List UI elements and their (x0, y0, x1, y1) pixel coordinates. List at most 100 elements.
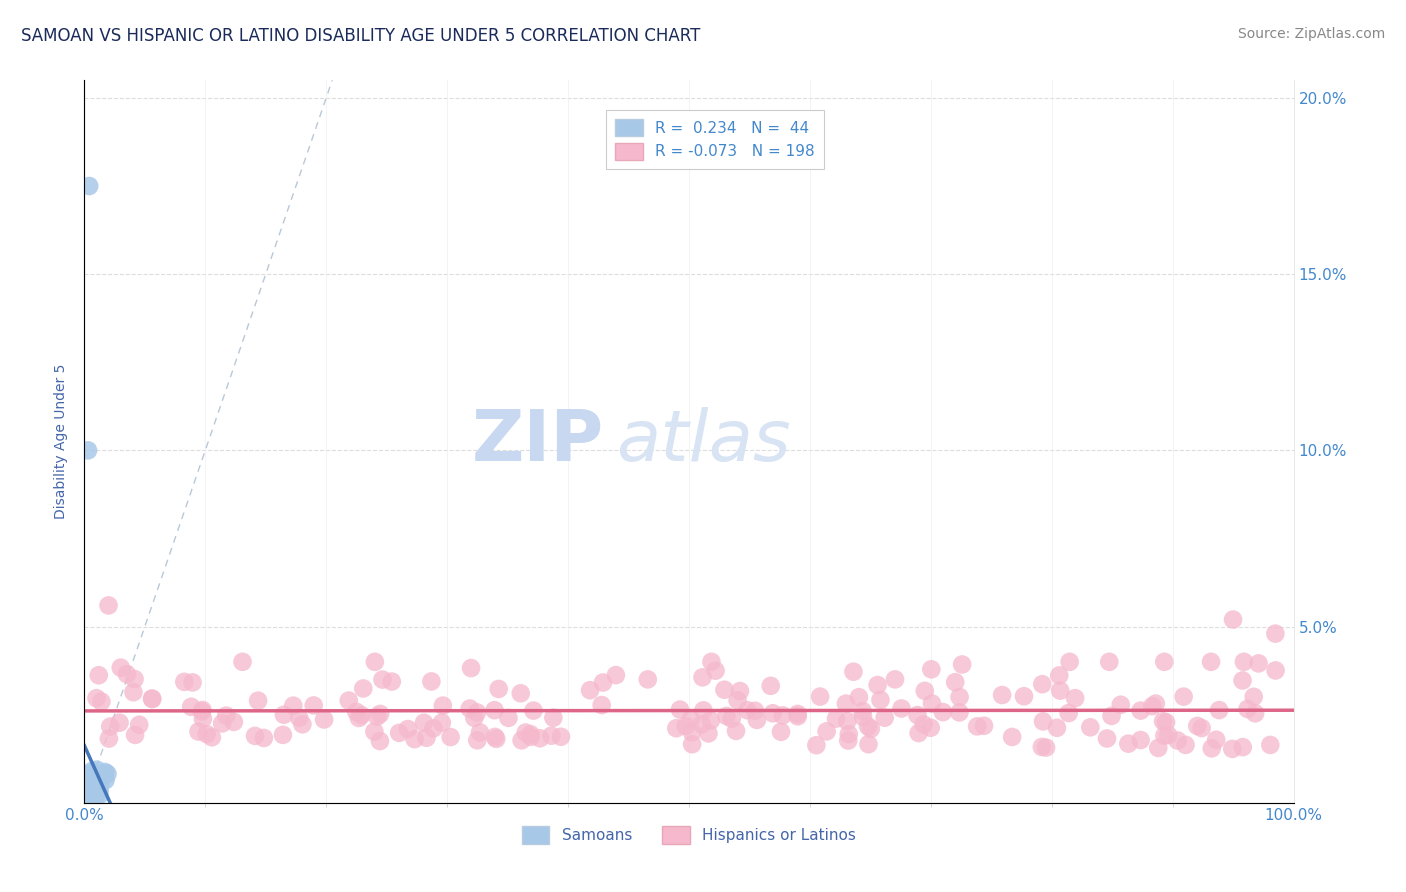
Point (637, 673, 659, 687)
Legend: Samoans, Hispanics or Latinos: Samoans, Hispanics or Latinos (513, 817, 865, 853)
Point (363, 724, 385, 739)
Point (716, 709, 738, 723)
Y-axis label: Disability Age Under 5: Disability Age Under 5 (55, 364, 69, 519)
Point (1035, 740, 1057, 755)
Point (465, 733, 488, 747)
Point (76, 793, 98, 807)
Point (108, 715, 131, 730)
Point (222, 714, 245, 729)
Point (347, 711, 370, 725)
Point (77, 779, 100, 793)
Point (745, 713, 768, 727)
Point (1152, 714, 1174, 728)
Point (79, 783, 101, 797)
Point (124, 728, 146, 742)
Point (1191, 721, 1213, 735)
Point (75, 784, 97, 798)
Point (509, 686, 531, 700)
Point (1199, 655, 1222, 669)
Point (484, 703, 506, 717)
Point (122, 685, 145, 699)
Point (948, 706, 970, 720)
Point (591, 698, 613, 712)
Point (769, 724, 792, 739)
Point (1153, 655, 1175, 669)
Point (540, 729, 562, 743)
Point (215, 708, 238, 723)
Point (83, 780, 105, 794)
Point (842, 665, 865, 679)
Text: SAMOAN VS HISPANIC OR LATINO DISABILITY AGE UNDER 5 CORRELATION CHART: SAMOAN VS HISPANIC OR LATINO DISABILITY … (21, 27, 700, 45)
Point (859, 722, 882, 736)
Point (1201, 741, 1223, 756)
Point (77, 179, 100, 194)
Point (84, 789, 107, 804)
Point (80, 778, 103, 792)
Point (87, 784, 110, 798)
Point (1232, 740, 1254, 755)
Point (415, 731, 437, 745)
Point (350, 708, 373, 723)
Point (86, 763, 108, 777)
Point (681, 725, 703, 739)
Point (191, 703, 214, 717)
Point (84, 786, 107, 800)
Point (1109, 698, 1132, 712)
Text: atlas: atlas (616, 407, 792, 476)
Point (786, 706, 808, 721)
Point (271, 728, 294, 742)
Point (744, 704, 766, 718)
Point (1264, 664, 1286, 678)
Point (1142, 699, 1164, 714)
Point (762, 706, 785, 721)
Point (519, 730, 541, 744)
Point (1174, 738, 1197, 752)
Point (488, 681, 510, 696)
Point (430, 715, 453, 730)
Point (966, 719, 988, 733)
Point (180, 699, 202, 714)
Point (852, 704, 875, 718)
Point (432, 698, 454, 713)
Point (914, 684, 936, 698)
Point (75, 780, 97, 794)
Point (82, 778, 104, 792)
Point (115, 667, 138, 681)
Point (89, 783, 111, 797)
Point (912, 717, 935, 731)
Point (1001, 730, 1024, 744)
Point (921, 697, 943, 711)
Point (77, 787, 100, 801)
Point (700, 714, 723, 728)
Point (291, 717, 314, 731)
Point (1031, 739, 1053, 754)
Point (1153, 729, 1175, 743)
Point (948, 690, 970, 704)
Point (806, 738, 828, 752)
Point (858, 737, 880, 751)
Point (1129, 704, 1152, 718)
Point (191, 712, 214, 726)
Point (1236, 702, 1258, 716)
Point (90, 695, 112, 709)
Point (173, 674, 195, 689)
Point (735, 703, 758, 717)
Point (404, 732, 426, 747)
Point (848, 690, 870, 705)
Point (422, 722, 444, 736)
Point (1243, 690, 1265, 704)
Point (381, 674, 404, 689)
Point (84, 786, 107, 800)
Point (727, 693, 749, 707)
Point (368, 706, 391, 721)
Point (1208, 703, 1230, 717)
Point (87, 772, 110, 787)
Point (83, 781, 105, 796)
Point (1032, 714, 1054, 729)
Point (1154, 715, 1177, 730)
Point (838, 727, 860, 741)
Point (82, 771, 104, 785)
Point (815, 724, 838, 739)
Point (907, 708, 929, 723)
Point (413, 715, 436, 730)
